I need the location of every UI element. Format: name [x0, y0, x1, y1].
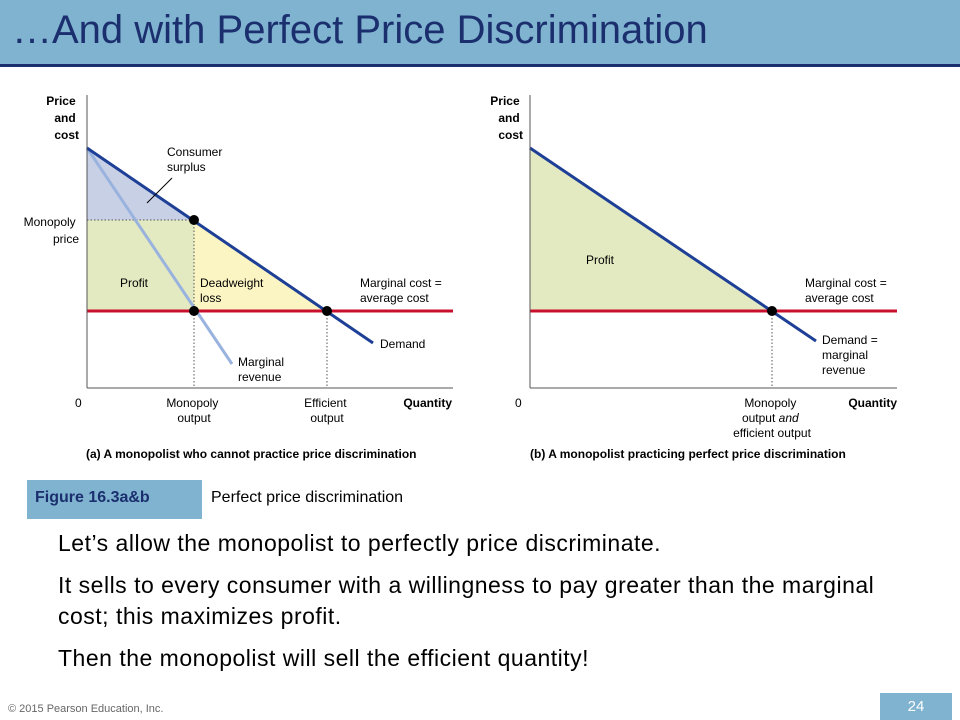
- efficient-output-label: Efficient output: [304, 396, 350, 425]
- marginal-revenue-label: Marginal revenue: [238, 355, 287, 384]
- panel-a: Price and cost Consumer surplus Monopoly…: [24, 94, 453, 461]
- title-bar: …And with Perfect Price Discrimination: [0, 0, 960, 64]
- origin-b: 0: [515, 396, 522, 410]
- mr-mc-point: [189, 306, 199, 316]
- marginal-revenue-line: [85, 147, 234, 365]
- monopoly-point: [189, 215, 199, 225]
- consumer-surplus-label: Consumer surplus: [167, 145, 226, 174]
- panel-a-caption: (a) A monopolist who cannot practice pri…: [86, 447, 417, 461]
- monopoly-price-label: Monopoly price: [24, 215, 80, 246]
- efficient-point-a: [322, 306, 332, 316]
- figure-number-box: [27, 480, 202, 519]
- panel-b-caption: (b) A monopolist practicing perfect pric…: [530, 447, 846, 461]
- copyright: © 2015 Pearson Education, Inc.: [8, 703, 164, 715]
- figure-title: Perfect price discrimination: [211, 489, 404, 506]
- demand-mr-label: Demand = marginal revenue: [822, 333, 881, 377]
- mc-label-a: Marginal cost = average cost: [360, 276, 445, 305]
- origin-a: 0: [75, 396, 82, 410]
- y-axis-label-a: Price and cost: [46, 94, 79, 142]
- mc-label-b: Marginal cost = average cost: [805, 276, 890, 305]
- demand-label-a: Demand: [380, 337, 425, 351]
- x-axis-label-b: Quantity: [848, 396, 897, 410]
- efficient-point-b: [767, 306, 777, 316]
- deadweight-loss-label: Deadweight loss: [200, 276, 267, 305]
- y-axis-label-b: Price and cost: [490, 94, 523, 142]
- panel-b: Price and cost Profit Marginal cost = av…: [490, 94, 897, 461]
- body-paragraph-3: Then the monopolist will sell the effici…: [58, 645, 590, 671]
- monopoly-efficient-output-label: Monopoly output and efficient output: [733, 396, 812, 440]
- page-number-box: 24: [880, 693, 952, 720]
- figure-number: Figure 16.3a&b: [35, 489, 150, 506]
- consumer-surplus-pointer: [146, 177, 173, 204]
- slide-title: …And with Perfect Price Discrimination: [12, 8, 708, 52]
- page-number: 24: [907, 698, 925, 715]
- profit-area-a: [87, 220, 194, 311]
- body-paragraph-1: Let’s allow the monopolist to perfectly …: [58, 530, 662, 556]
- x-axis-label-a: Quantity: [403, 396, 452, 410]
- body-paragraph-2: It sells to every consumer with a willin…: [58, 572, 875, 629]
- monopoly-output-label: Monopoly output: [166, 396, 221, 425]
- title-rule: [0, 64, 960, 67]
- profit-label-b: Profit: [586, 253, 615, 267]
- profit-label-a: Profit: [120, 276, 149, 290]
- body-text: Let’s allow the monopolist to perfectly …: [58, 528, 898, 685]
- price-discrimination-figure: Price and cost Consumer surplus Monopoly…: [24, 94, 898, 461]
